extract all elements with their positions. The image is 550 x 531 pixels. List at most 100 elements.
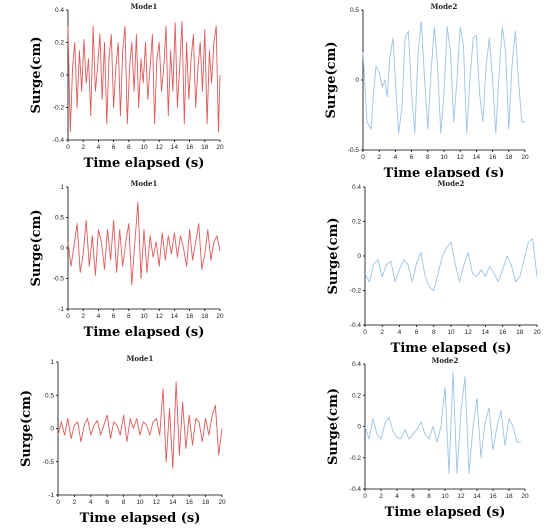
x-tick-label: 20 xyxy=(521,493,529,500)
x-tick-label: 10 xyxy=(136,499,144,506)
x-tick-label: 18 xyxy=(505,493,513,500)
x-tick-label: 18 xyxy=(201,313,209,320)
x-tick-label: 10 xyxy=(441,493,449,500)
chart-svg-5: 0 2 4 6 8 10 12 14 16 18 20 -1 -0.5 0 0.5 1 Mode1 Time el… xyxy=(19,354,226,526)
x-tick-label: 16 xyxy=(186,313,194,320)
x-tick-label: 12 xyxy=(465,329,473,336)
x-tick-label: 6 xyxy=(105,499,109,506)
y-tick-label: -0.2 xyxy=(53,105,65,112)
y-tick-label: 0 xyxy=(357,253,361,260)
x-tick-label: 14 xyxy=(482,329,490,336)
x-tick-label: 10 xyxy=(140,144,148,151)
chart-title: Mode1 xyxy=(127,354,154,363)
x-tick-label: 10 xyxy=(140,313,148,320)
series-line xyxy=(57,381,223,469)
x-tick-label: 6 xyxy=(415,329,419,336)
x-tick-label: 4 xyxy=(89,499,93,506)
y-axis-label: Surge(cm) xyxy=(29,36,44,113)
chart-panel-1: 0 2 4 6 8 10 12 14 16 18 20 -0.4 -0.2 0 0.2 0.4 Mode1 Tim… xyxy=(0,0,275,177)
y-tick-label: -0.5 xyxy=(348,147,360,154)
series-line xyxy=(364,238,538,291)
series-line xyxy=(67,201,221,286)
x-tick-label: 8 xyxy=(127,313,131,320)
x-tick-label: 4 xyxy=(398,329,402,336)
chart-title: Mode2 xyxy=(438,179,465,188)
x-tick-label: 0 xyxy=(66,313,70,320)
x-tick-label: 2 xyxy=(81,313,85,320)
y-tick-label: 0.2 xyxy=(352,219,361,226)
x-tick-label: 14 xyxy=(473,493,481,500)
x-tick-label: 8 xyxy=(122,499,126,506)
y-tick-label: 0.2 xyxy=(352,392,361,399)
x-tick-label: 16 xyxy=(489,154,497,161)
series-line xyxy=(364,371,521,474)
x-axis-label: Time elapsed (s) xyxy=(84,156,205,171)
x-tick-label: 12 xyxy=(457,154,465,161)
x-tick-label: 18 xyxy=(202,499,210,506)
x-tick-label: 0 xyxy=(361,154,365,161)
x-tick-label: 4 xyxy=(97,313,101,320)
y-axis-label: Surge(cm) xyxy=(29,209,44,286)
x-tick-label: 2 xyxy=(379,493,383,500)
x-tick-label: 4 xyxy=(394,154,398,161)
y-tick-label: 0 xyxy=(355,77,359,84)
x-tick-label: 20 xyxy=(216,144,224,151)
x-tick-label: 4 xyxy=(97,144,101,151)
x-tick-label: 2 xyxy=(81,144,85,151)
x-tick-label: 18 xyxy=(516,329,524,336)
x-tick-label: 6 xyxy=(112,313,116,320)
x-axis-label: Time elapsed (s) xyxy=(385,505,506,520)
x-tick-label: 8 xyxy=(427,493,431,500)
y-axis-label: Surge(cm) xyxy=(326,217,341,294)
x-tick-label: 0 xyxy=(363,493,367,500)
y-axis-label: Surge(cm) xyxy=(324,41,339,118)
chart-title: Mode1 xyxy=(131,2,158,11)
chart-panel-6: 0 2 4 6 8 10 12 14 16 18 20 -0.4 -0.2 0 0.2 0.4 Mode2 Tim… xyxy=(275,354,550,531)
y-tick-label: -0.4 xyxy=(350,486,362,493)
x-tick-label: 12 xyxy=(156,144,164,151)
y-tick-label: 0.5 xyxy=(55,215,64,222)
x-tick-label: 12 xyxy=(153,499,161,506)
x-tick-label: 10 xyxy=(440,154,448,161)
chart-panel-5: 0 2 4 6 8 10 12 14 16 18 20 -1 -0.5 0 0.5 1 Mode1 Time el… xyxy=(0,354,275,531)
x-tick-label: 4 xyxy=(395,493,399,500)
chart-panel-4: 0 2 4 6 8 10 12 14 16 18 20 -0.4 -0.2 0 0.2 0.4 Mode2 Tim… xyxy=(275,177,550,354)
x-axis-label: Time elapsed (s) xyxy=(80,511,201,526)
x-tick-label: 0 xyxy=(56,499,60,506)
x-tick-label: 0 xyxy=(363,329,367,336)
series-line xyxy=(362,20,525,134)
y-tick-label: -0.4 xyxy=(350,322,362,329)
x-tick-label: 16 xyxy=(489,493,497,500)
chart-title: Mode1 xyxy=(131,179,158,188)
chart-svg-6: 0 2 4 6 8 10 12 14 16 18 20 -0.4 -0.2 0 0.2 0.4 Mode2 Tim… xyxy=(326,356,529,520)
x-tick-label: 16 xyxy=(186,144,194,151)
x-tick-label: 18 xyxy=(505,154,513,161)
y-tick-label: 1 xyxy=(50,359,54,366)
x-tick-label: 14 xyxy=(473,154,481,161)
chart-title: Mode2 xyxy=(431,2,458,11)
x-tick-label: 6 xyxy=(112,144,116,151)
x-tick-label: 20 xyxy=(521,154,529,161)
y-tick-label: -0.4 xyxy=(53,137,65,144)
chart-svg-4: 0 2 4 6 8 10 12 14 16 18 20 -0.4 -0.2 0 0.2 0.4 Mode2 Tim… xyxy=(326,179,541,354)
y-tick-label: 0 xyxy=(60,72,64,79)
y-tick-label: 0.5 xyxy=(350,7,359,14)
x-tick-label: 14 xyxy=(171,144,179,151)
x-tick-label: 8 xyxy=(127,144,131,151)
x-tick-label: 16 xyxy=(499,329,507,336)
x-tick-label: 20 xyxy=(218,499,226,506)
x-axis-label: Time elapsed (s) xyxy=(84,325,205,340)
y-axis-label: Surge(cm) xyxy=(19,390,34,467)
x-tick-label: 12 xyxy=(156,313,164,320)
chart-panel-3: 0 2 4 6 8 10 12 14 16 18 20 -1 -0.5 0 0.5 1 Mode1 Time el… xyxy=(0,177,275,354)
y-tick-label: 0.2 xyxy=(55,40,64,47)
x-tick-label: 14 xyxy=(169,499,177,506)
y-tick-label: 0 xyxy=(60,245,64,252)
y-tick-label: 0 xyxy=(50,426,54,433)
x-tick-label: 10 xyxy=(447,329,455,336)
y-tick-label: -1 xyxy=(48,492,54,499)
chart-title: Mode2 xyxy=(432,356,459,365)
x-tick-label: 8 xyxy=(432,329,436,336)
chart-svg-1: 0 2 4 6 8 10 12 14 16 18 20 -0.4 -0.2 0 0.2 0.4 Mode1 Tim… xyxy=(29,2,224,171)
